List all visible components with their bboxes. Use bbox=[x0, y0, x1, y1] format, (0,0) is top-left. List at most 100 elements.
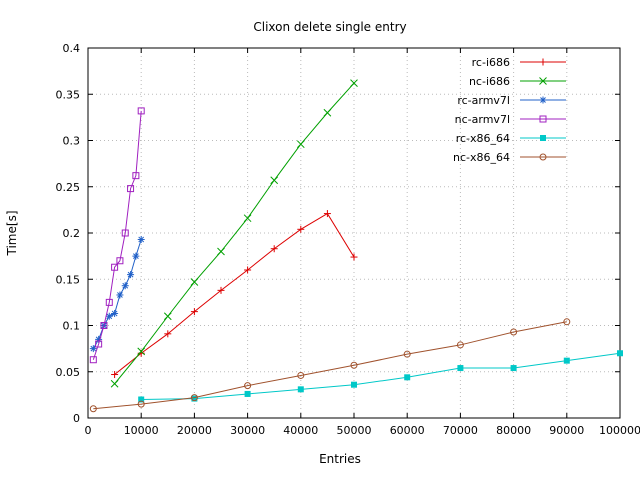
marker-asterisk bbox=[127, 271, 135, 279]
marker-square-filled bbox=[540, 135, 546, 141]
x-tick-label: 20000 bbox=[177, 424, 212, 437]
x-tick-label: 40000 bbox=[283, 424, 318, 437]
x-tick-label: 90000 bbox=[549, 424, 584, 437]
marker-square-filled bbox=[563, 357, 570, 364]
marker-square-filled bbox=[617, 350, 623, 357]
marker-circle-open bbox=[190, 394, 198, 402]
marker-cross bbox=[110, 379, 119, 388]
series-line-rc-x86_64 bbox=[141, 352, 621, 400]
series-line-nc-i686 bbox=[114, 82, 355, 385]
y-tick-label: 0.35 bbox=[56, 88, 81, 101]
marker-circle-open bbox=[137, 400, 145, 408]
x-tick-label: 50000 bbox=[337, 424, 372, 437]
marker-cross bbox=[323, 108, 332, 117]
marker-circle-open bbox=[510, 328, 518, 336]
marker-cross bbox=[190, 278, 199, 286]
marker-asterisk bbox=[116, 291, 124, 299]
x-tick-label: 60000 bbox=[390, 424, 425, 437]
legend-label-nc-i686: nc-i686 bbox=[469, 75, 510, 88]
legend-label-nc-x86_64: nc-x86_64 bbox=[453, 151, 510, 164]
marker-asterisk bbox=[111, 309, 119, 317]
marker-square-open bbox=[111, 263, 119, 271]
marker-square-open bbox=[105, 298, 113, 306]
marker-circle-open bbox=[350, 361, 358, 369]
marker-square-open bbox=[132, 172, 140, 180]
x-tick-label: 0 bbox=[85, 424, 92, 437]
marker-cross bbox=[163, 312, 172, 321]
x-tick-label: 30000 bbox=[230, 424, 265, 437]
marker-asterisk bbox=[121, 282, 129, 290]
marker-cross bbox=[350, 79, 358, 88]
x-tick-label: 100000 bbox=[599, 424, 640, 437]
series-line-rc-i686 bbox=[114, 212, 355, 375]
marker-plus bbox=[350, 253, 358, 261]
marker-square-filled bbox=[351, 381, 357, 388]
marker-circle-open bbox=[244, 382, 252, 390]
legend-label-nc-armv7l: nc-armv7l bbox=[455, 113, 510, 126]
legend-label-rc-x86_64: rc-x86_64 bbox=[456, 132, 510, 145]
marker-asterisk bbox=[137, 235, 145, 243]
marker-square-filled bbox=[138, 396, 145, 403]
marker-square-open bbox=[116, 257, 124, 265]
y-tick-label: 0.4 bbox=[63, 42, 81, 55]
marker-square-filled bbox=[457, 365, 464, 372]
marker-square-open bbox=[127, 185, 135, 193]
marker-cross bbox=[270, 176, 279, 185]
marker-square-open bbox=[121, 229, 129, 237]
marker-square-filled bbox=[244, 390, 251, 397]
x-tick-label: 70000 bbox=[443, 424, 478, 437]
marker-square-filled bbox=[297, 386, 304, 393]
marker-cross bbox=[539, 77, 547, 85]
marker-cross bbox=[296, 140, 305, 149]
marker-square-open bbox=[89, 356, 97, 364]
marker-square-open bbox=[95, 340, 103, 348]
x-tick-label: 80000 bbox=[496, 424, 531, 437]
plot-area: 0 10000 20000 30000 40000 50000 60000 70000 8000… bbox=[56, 42, 640, 437]
marker-plus bbox=[323, 210, 331, 218]
marker-asterisk bbox=[105, 312, 113, 320]
marker-circle-open bbox=[89, 405, 97, 413]
marker-plus bbox=[164, 330, 172, 338]
marker-plus bbox=[217, 286, 225, 294]
legend-label-rc-i686: rc-i686 bbox=[472, 56, 510, 69]
y-tick-label: 0.25 bbox=[56, 181, 81, 194]
marker-plus bbox=[297, 225, 305, 233]
marker-plus bbox=[244, 266, 252, 274]
marker-asterisk bbox=[539, 96, 547, 104]
marker-asterisk bbox=[89, 345, 97, 353]
x-tick-label: 10000 bbox=[124, 424, 159, 437]
legend-label-rc-armv7l: rc-armv7l bbox=[457, 94, 510, 107]
marker-circle-open bbox=[456, 341, 464, 349]
y-tick-label: 0.1 bbox=[63, 320, 81, 333]
marker-cross bbox=[137, 347, 146, 356]
marker-square-filled bbox=[191, 395, 198, 402]
marker-circle-open bbox=[297, 371, 305, 379]
series-line-rc-armv7l bbox=[92, 239, 142, 349]
y-tick-label: 0.2 bbox=[63, 227, 81, 240]
marker-circle-open bbox=[403, 350, 411, 358]
legend: rc-i686 nc-i686 rc-armv7l nc-armv7l rc-x86_6… bbox=[453, 56, 566, 164]
marker-asterisk bbox=[132, 252, 140, 260]
marker-plus bbox=[111, 371, 119, 379]
y-tick-label: 0.3 bbox=[63, 135, 81, 148]
marker-cross bbox=[217, 247, 225, 256]
y-tick-label: 0 bbox=[73, 412, 80, 425]
marker-plus bbox=[539, 58, 547, 66]
chart-title: Clixon delete single entry bbox=[253, 20, 406, 34]
y-tick-label: 0.05 bbox=[56, 366, 81, 379]
series-line-nc-x86_64 bbox=[93, 321, 567, 410]
marker-circle-open bbox=[539, 153, 547, 161]
marker-square-open bbox=[137, 107, 145, 115]
x-axis-label: Entries bbox=[319, 452, 361, 466]
marker-square-open bbox=[539, 115, 547, 123]
marker-square-open bbox=[100, 322, 108, 329]
marker-square-filled bbox=[404, 374, 411, 381]
marker-circle-open bbox=[563, 318, 571, 326]
marker-plus bbox=[190, 308, 198, 316]
marker-square-filled bbox=[510, 365, 517, 372]
y-tick-label: 0.15 bbox=[56, 273, 81, 286]
y-axis-label: Time[s] bbox=[5, 211, 19, 257]
marker-cross bbox=[243, 214, 252, 223]
